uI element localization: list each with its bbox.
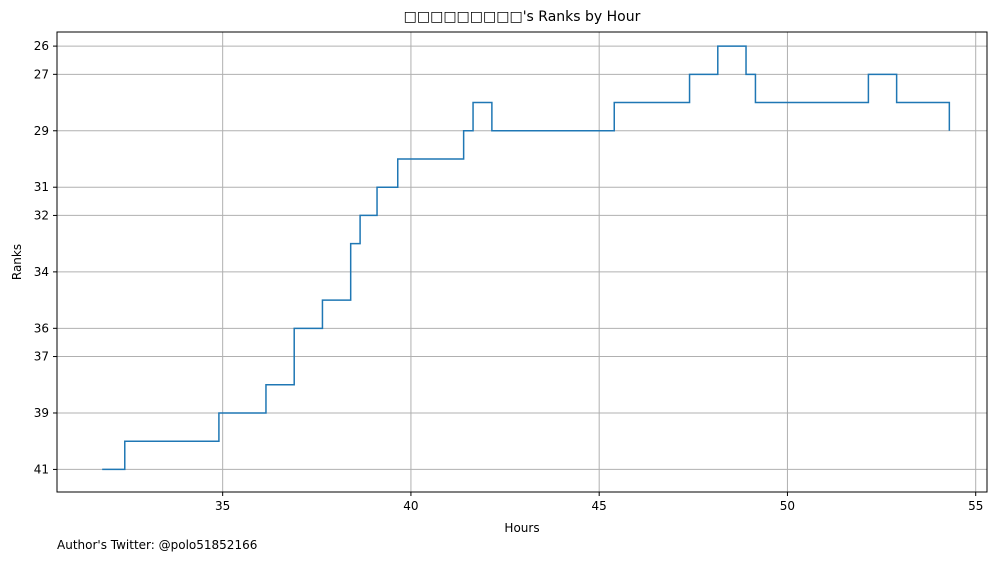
chart-title: □□□□□□□□□'s Ranks by Hour — [404, 9, 641, 25]
x-tick-label: 45 — [592, 499, 607, 513]
x-tick-label: 50 — [780, 499, 795, 513]
author-footnote: Author's Twitter: @polo51852166 — [57, 538, 258, 552]
grid-lines — [57, 32, 987, 492]
y-axis-ticks: 26 27 29 31 32 34 36 37 39 41 — [34, 39, 57, 476]
y-tick-label: 36 — [34, 321, 49, 335]
x-tick-label: 40 — [403, 499, 418, 513]
y-tick-label: 39 — [34, 406, 49, 420]
y-tick-label: 27 — [34, 67, 49, 81]
x-tick-label: 35 — [215, 499, 230, 513]
y-tick-label: 32 — [34, 208, 49, 222]
x-axis-ticks: 35 40 45 50 55 — [215, 492, 983, 513]
y-tick-label: 31 — [34, 180, 49, 194]
y-axis-label: Ranks — [10, 244, 24, 280]
x-axis-label: Hours — [504, 521, 539, 535]
y-tick-label: 41 — [34, 462, 49, 476]
rank-series-line — [102, 45, 951, 471]
y-tick-label: 37 — [34, 350, 49, 364]
y-tick-label: 26 — [34, 39, 49, 53]
y-tick-label: 29 — [34, 124, 49, 138]
x-tick-label: 55 — [968, 499, 983, 513]
y-tick-label: 34 — [34, 265, 49, 279]
plot-frame — [56, 31, 988, 493]
